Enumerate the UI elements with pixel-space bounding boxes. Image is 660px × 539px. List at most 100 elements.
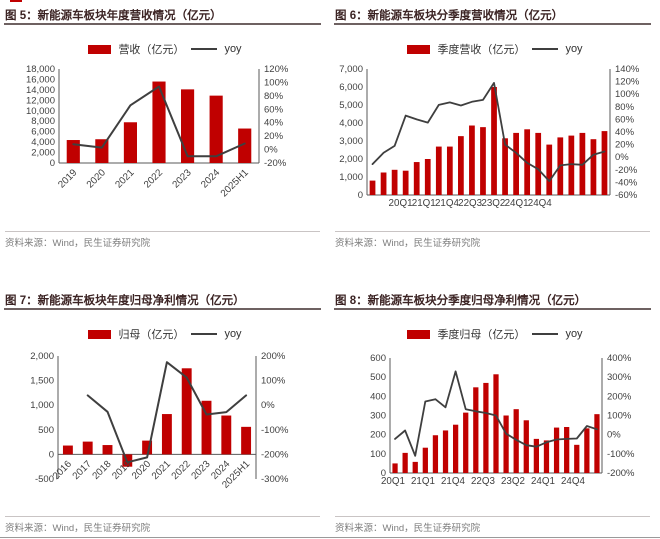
source-note: 资料来源：Wind，民生证券研究院	[335, 238, 481, 249]
svg-text:2022: 2022	[142, 167, 165, 190]
source-divider	[335, 231, 650, 232]
bar-24Q3	[568, 135, 575, 195]
bar-22Q2	[469, 125, 475, 195]
svg-text:6,000: 6,000	[31, 127, 55, 138]
svg-text:16,000: 16,000	[26, 74, 55, 85]
bar-20Q3	[412, 461, 418, 473]
svg-text:21Q4: 21Q4	[435, 198, 460, 209]
svg-text:1,000: 1,000	[339, 172, 363, 183]
bar-series	[66, 81, 252, 163]
svg-text:24Q4: 24Q4	[561, 476, 586, 487]
top-edge-red-fragment	[10, 0, 22, 2]
svg-text:500: 500	[370, 372, 386, 383]
bar-22Q1	[473, 387, 479, 473]
svg-text:20%: 20%	[615, 140, 635, 151]
svg-text:20Q1: 20Q1	[389, 198, 413, 209]
x-axis-labels: 2016201720182019202020212022202320242025…	[51, 458, 252, 490]
svg-text:-20%: -20%	[264, 158, 287, 169]
svg-text:120%: 120%	[264, 64, 289, 75]
svg-text:20%: 20%	[264, 131, 284, 142]
yoy-line	[72, 85, 246, 158]
bar-2016	[62, 445, 73, 455]
svg-text:500: 500	[38, 425, 54, 436]
bar-20Q1	[369, 180, 376, 195]
title-underline	[4, 23, 321, 25]
left-axis-labels: 0 100 200 300 400 500 600	[370, 353, 386, 479]
bar-2020	[95, 139, 109, 163]
svg-text:21Q1: 21Q1	[411, 476, 435, 487]
source-divider	[5, 516, 320, 517]
right-axis-labels: -20% 0% 20% 40% 60% 80% 100% 120%	[264, 64, 289, 169]
svg-text:21Q1: 21Q1	[412, 198, 436, 209]
right-axis-labels: -300% -200% -100% 0% 100% 200%	[261, 351, 289, 485]
bar-20Q2	[380, 172, 387, 195]
svg-text:400: 400	[370, 391, 386, 402]
bar-series-swatch	[407, 44, 431, 54]
bar-23Q3	[533, 438, 540, 473]
figure-panel-8: 图 8：新能源车板块分季度归母净利情况（亿元） 季度归母（亿元） yoy 0 10…	[330, 270, 660, 539]
figure-title: 图 7：新能源车板块年度归母净利情况（亿元）	[5, 295, 245, 307]
svg-text:100: 100	[370, 449, 386, 460]
bar-2021	[161, 414, 172, 455]
svg-text:0: 0	[50, 158, 55, 169]
svg-text:2,000: 2,000	[339, 154, 363, 165]
svg-text:0%: 0%	[615, 152, 629, 163]
svg-text:-20%: -20%	[615, 165, 638, 176]
svg-text:100%: 100%	[264, 77, 289, 88]
svg-text:3,000: 3,000	[339, 136, 363, 147]
svg-text:2024: 2024	[199, 167, 223, 191]
line-series-label: yoy	[224, 328, 242, 340]
figure-panel-7: 图 7：新能源车板块年度归母净利情况（亿元） 归母（亿元） yoy -500 0 5…	[0, 270, 330, 539]
svg-text:12,000: 12,000	[26, 95, 55, 106]
bar-20Q4	[422, 447, 428, 473]
figure-panel-6: 图 6：新能源车板块分季度营收情况（亿元） 季度营收（亿元） yoy 0 1,00…	[330, 0, 660, 270]
svg-text:7,000: 7,000	[339, 64, 363, 75]
bar-2019	[66, 140, 80, 163]
bar-2023	[201, 400, 212, 455]
bar-23Q4	[543, 440, 550, 473]
bar-21Q4	[446, 146, 453, 195]
bar-22Q3	[493, 374, 499, 473]
bar-series-label: 营收（亿元）	[118, 44, 185, 56]
svg-text:1,000: 1,000	[30, 400, 54, 411]
bar-23Q1	[513, 409, 519, 473]
svg-text:10,000: 10,000	[26, 106, 55, 117]
svg-text:0: 0	[381, 468, 386, 479]
svg-text:14,000: 14,000	[26, 85, 55, 96]
svg-text:1,500: 1,500	[30, 376, 54, 387]
svg-text:0%: 0%	[264, 145, 278, 156]
svg-text:100%: 100%	[261, 376, 286, 387]
svg-text:23Q2: 23Q2	[501, 476, 525, 487]
svg-text:2019: 2019	[56, 167, 79, 190]
svg-text:-60%: -60%	[615, 190, 638, 201]
bar-series	[62, 368, 252, 467]
bar-23Q1	[502, 138, 508, 195]
chart-legend: 营收（亿元） yoy	[0, 42, 330, 56]
svg-text:80%: 80%	[615, 102, 635, 113]
bar-2022	[152, 81, 166, 163]
bar-22Q4	[503, 415, 509, 473]
title-underline	[4, 308, 321, 310]
svg-text:2025H1: 2025H1	[219, 167, 251, 199]
bar-2023	[181, 89, 195, 163]
bar-22Q4	[491, 87, 497, 195]
svg-text:-40%: -40%	[615, 177, 638, 188]
bar-2025H1	[241, 426, 252, 455]
bar-series	[369, 87, 608, 195]
yoy-line	[86, 361, 248, 464]
bar-2022	[181, 368, 192, 455]
svg-text:2021: 2021	[113, 167, 136, 190]
svg-text:60%: 60%	[615, 114, 635, 125]
svg-text:24Q4: 24Q4	[528, 198, 553, 209]
svg-text:2,000: 2,000	[30, 351, 54, 362]
figure-title: 图 6：新能源车板块分季度营收情况（亿元）	[335, 10, 564, 22]
svg-text:20Q1: 20Q1	[381, 476, 405, 487]
svg-text:8,000: 8,000	[31, 116, 55, 127]
source-divider	[335, 516, 650, 517]
figure-panel-5: 图 5：新能源车板块年度营收情况（亿元） 营收（亿元） yoy 0 2,000 4,…	[0, 0, 330, 270]
bar-series	[392, 374, 600, 473]
svg-text:2022: 2022	[170, 459, 193, 482]
svg-text:300: 300	[370, 411, 386, 422]
right-axis-labels: -200% -100% 0% 100% 200% 300% 400%	[607, 353, 635, 479]
